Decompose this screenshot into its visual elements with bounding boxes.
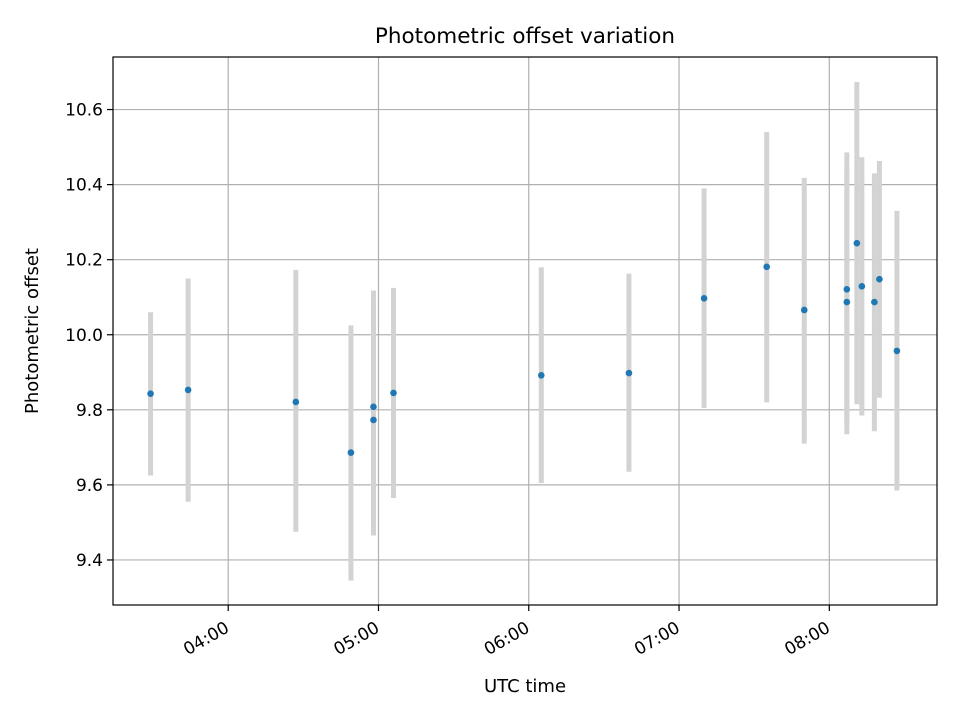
data-point	[876, 275, 883, 283]
chart-title: Photometric offset variation	[375, 24, 675, 49]
data-points	[147, 239, 901, 456]
x-axis-label: UTC time	[484, 676, 566, 697]
data-point	[625, 369, 633, 377]
y-axis-label: Photometric offset	[22, 248, 43, 414]
y-tick-label: 10.4	[65, 176, 103, 196]
data-point	[184, 386, 192, 394]
plot-frame	[112, 56, 938, 606]
y-tick-label: 10.0	[65, 326, 103, 346]
data-point	[390, 389, 397, 397]
y-tick-label: 9.8	[76, 401, 103, 421]
y-tick-label: 9.6	[76, 476, 103, 496]
data-point	[763, 263, 770, 271]
data-point	[700, 295, 708, 302]
data-point	[871, 298, 878, 306]
data-point	[853, 239, 861, 247]
data-point	[843, 286, 851, 293]
data-point	[843, 298, 851, 306]
data-point	[537, 371, 545, 379]
data-point	[347, 449, 355, 456]
y-tick-label: 9.4	[76, 551, 103, 571]
y-tick-label: 10.6	[65, 101, 103, 121]
data-point	[370, 403, 377, 411]
grid	[113, 57, 937, 605]
y-tick-label: 10.2	[65, 251, 103, 271]
data-point	[858, 283, 866, 290]
data-point	[370, 416, 377, 424]
data-point	[893, 347, 901, 355]
data-point	[292, 398, 300, 406]
data-point	[800, 306, 808, 314]
data-point	[147, 390, 154, 397]
